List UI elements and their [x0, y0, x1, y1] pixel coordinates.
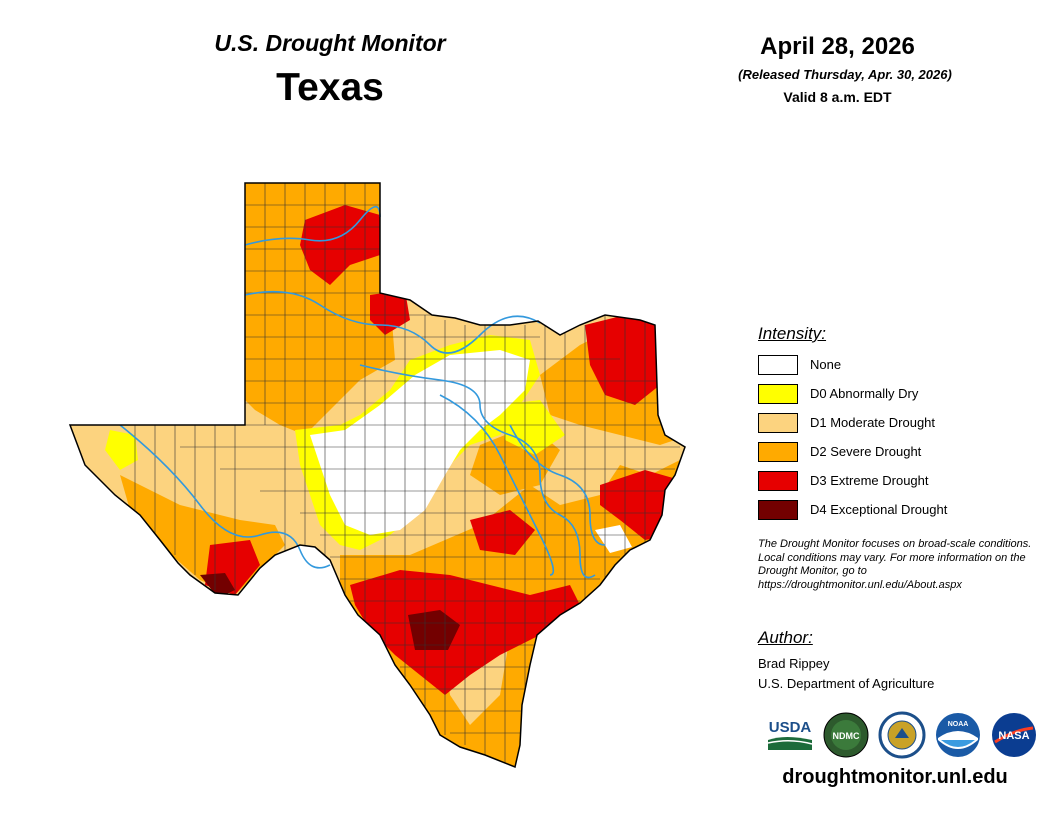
rivers — [119, 205, 606, 579]
legend-swatch — [758, 355, 798, 375]
usda-logo: USDA — [765, 710, 815, 760]
svg-text:USDA: USDA — [769, 719, 812, 736]
ndmc-logo: NDMC — [821, 710, 871, 760]
legend-label: None — [810, 357, 842, 372]
svg-text:NDMC: NDMC — [833, 731, 860, 741]
release-date: (Released Thursday, Apr. 30, 2026) — [738, 67, 952, 82]
d3-area-red-river — [370, 290, 410, 335]
noaa-logo: NOAA — [933, 710, 983, 760]
rio-grande-river — [119, 424, 331, 569]
legend-swatch — [758, 471, 798, 491]
d3-area-central-texas — [470, 510, 535, 555]
d0-area-el-paso — [105, 430, 138, 470]
legend-swatch — [758, 413, 798, 433]
nasa-logo: NASA — [989, 710, 1039, 760]
map-date: April 28, 2026 — [760, 33, 915, 60]
legend-label: D1 Moderate Drought — [810, 415, 936, 430]
valid-time: Valid 8 a.m. EDT — [783, 89, 892, 105]
svg-text:NOAA: NOAA — [948, 721, 969, 728]
d3-area-panhandle — [300, 205, 380, 285]
author-name: Brad Rippey — [758, 656, 830, 671]
d3-area-northeast — [585, 315, 660, 405]
commerce-seal-icon — [877, 710, 927, 760]
colorado-river — [439, 394, 555, 576]
legend-label: D3 Extreme Drought — [810, 473, 929, 488]
svg-text:NASA: NASA — [998, 730, 1029, 742]
map-title: Texas — [276, 66, 384, 109]
county-lines — [134, 183, 680, 765]
none-area-houston — [595, 525, 632, 553]
legend-label: D0 Abnormally Dry — [810, 386, 919, 401]
brazos-river — [359, 364, 596, 579]
d4-area-big-bend — [200, 573, 235, 598]
texas-drought-map — [68, 182, 686, 769]
d4-area-south-texas — [408, 610, 460, 650]
author-organization: U.S. Department of Agriculture — [758, 676, 935, 691]
author-heading: Author: — [758, 628, 813, 647]
legend-label: D2 Severe Drought — [810, 444, 922, 459]
partner-logos: USDA NDMC NOAA NASA — [765, 710, 1040, 760]
legend-label: D4 Exceptional Drought — [810, 502, 948, 517]
legend-swatch — [758, 500, 798, 520]
legend-swatch — [758, 442, 798, 462]
texas-outline — [68, 182, 686, 769]
site-url-link[interactable]: droughtmonitor.unl.edu — [782, 766, 1008, 788]
trinity-river — [509, 424, 606, 546]
legend-swatch — [758, 384, 798, 404]
d0-area-east-central — [500, 400, 565, 455]
red-river — [244, 290, 541, 354]
canadian-river — [244, 205, 381, 246]
legend-title: Intensity: — [758, 324, 827, 343]
map-subtitle: U.S. Drought Monitor — [214, 30, 446, 56]
disclaimer-text: The Drought Monitor focuses on broad-sca… — [758, 538, 1032, 591]
